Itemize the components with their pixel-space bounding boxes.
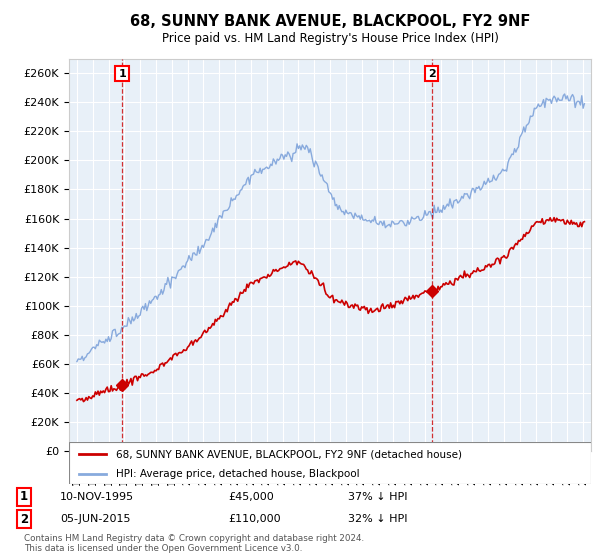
- Text: 37% ↓ HPI: 37% ↓ HPI: [348, 492, 407, 502]
- Text: 68, SUNNY BANK AVENUE, BLACKPOOL, FY2 9NF: 68, SUNNY BANK AVENUE, BLACKPOOL, FY2 9N…: [130, 14, 530, 29]
- Text: 2: 2: [20, 512, 28, 526]
- Text: 1: 1: [118, 68, 126, 78]
- Text: £45,000: £45,000: [228, 492, 274, 502]
- Text: Contains HM Land Registry data © Crown copyright and database right 2024.
This d: Contains HM Land Registry data © Crown c…: [24, 534, 364, 553]
- Text: 1: 1: [20, 490, 28, 503]
- Text: £110,000: £110,000: [228, 514, 281, 524]
- Text: 68, SUNNY BANK AVENUE, BLACKPOOL, FY2 9NF (detached house): 68, SUNNY BANK AVENUE, BLACKPOOL, FY2 9N…: [116, 449, 462, 459]
- Text: Price paid vs. HM Land Registry's House Price Index (HPI): Price paid vs. HM Land Registry's House …: [161, 32, 499, 45]
- Text: 32% ↓ HPI: 32% ↓ HPI: [348, 514, 407, 524]
- Text: 2: 2: [428, 68, 436, 78]
- Text: HPI: Average price, detached house, Blackpool: HPI: Average price, detached house, Blac…: [116, 469, 359, 479]
- Text: 10-NOV-1995: 10-NOV-1995: [60, 492, 134, 502]
- Text: 05-JUN-2015: 05-JUN-2015: [60, 514, 131, 524]
